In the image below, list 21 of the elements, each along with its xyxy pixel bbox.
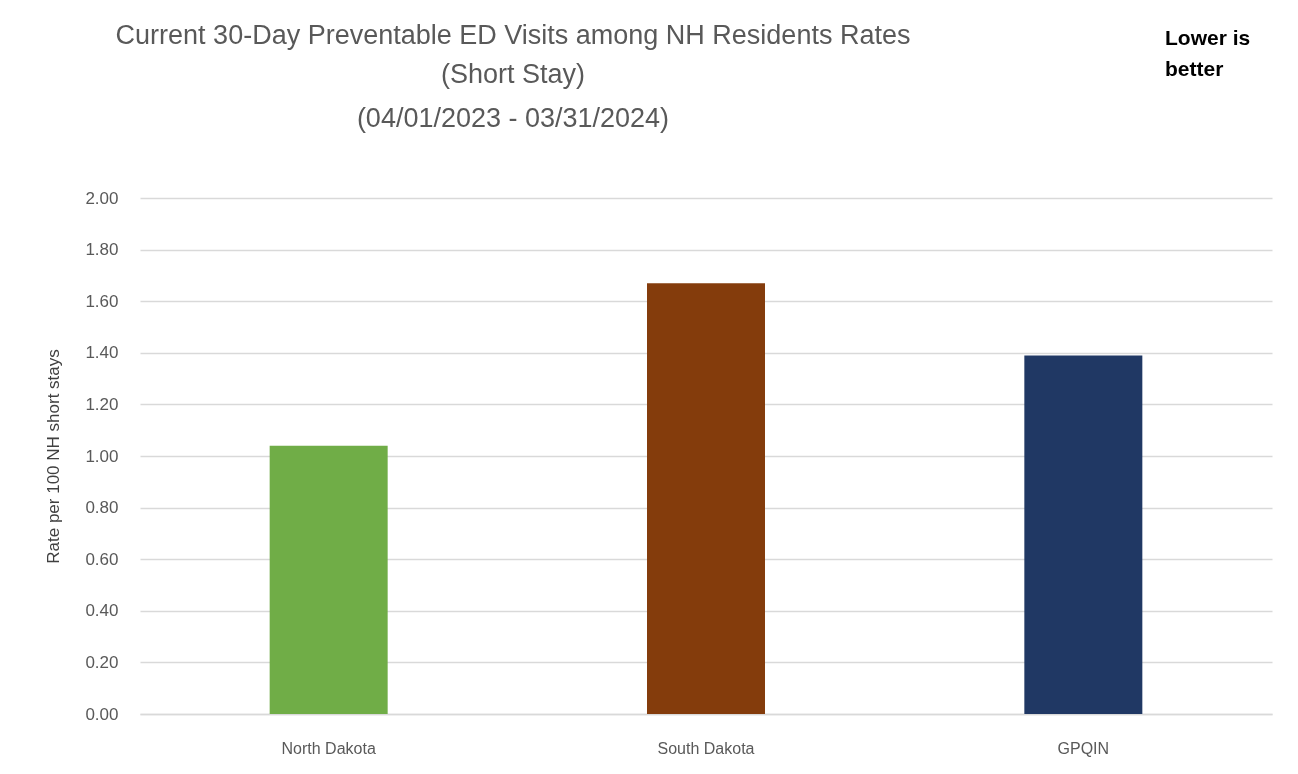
x-tick-label: South Dakota bbox=[657, 739, 755, 757]
y-axis-title: Rate per 100 NH short stays bbox=[44, 349, 64, 564]
y-tick-label: 0.00 bbox=[85, 704, 119, 724]
chart-title: Current 30-Day Preventable ED Visits among NH Residents Rates bbox=[115, 20, 911, 50]
y-tick-label: 0.40 bbox=[85, 601, 119, 621]
y-tick-label: 1.60 bbox=[85, 291, 119, 311]
y-tick-label: 0.20 bbox=[85, 652, 119, 672]
chart-subtitle: (Short Stay) (04/01/2023 - 03/31/2024) bbox=[356, 59, 670, 133]
y-tick-label: 1.80 bbox=[85, 240, 119, 260]
y-tick-label: 0.60 bbox=[85, 549, 119, 569]
bar bbox=[647, 283, 765, 714]
y-tick-label: 1.20 bbox=[85, 394, 119, 414]
y-tick-label: 1.00 bbox=[85, 446, 119, 466]
x-tick-label: GPQIN bbox=[1057, 739, 1110, 757]
y-tick-label: 2.00 bbox=[85, 188, 119, 208]
bar bbox=[269, 445, 388, 714]
y-tick-label: 0.80 bbox=[85, 498, 119, 518]
y-tick-label: 1.40 bbox=[85, 343, 119, 363]
text: Lower is better bbox=[1165, 25, 1252, 82]
bar bbox=[1024, 355, 1143, 714]
x-tick-label: North Dakota bbox=[281, 739, 376, 757]
